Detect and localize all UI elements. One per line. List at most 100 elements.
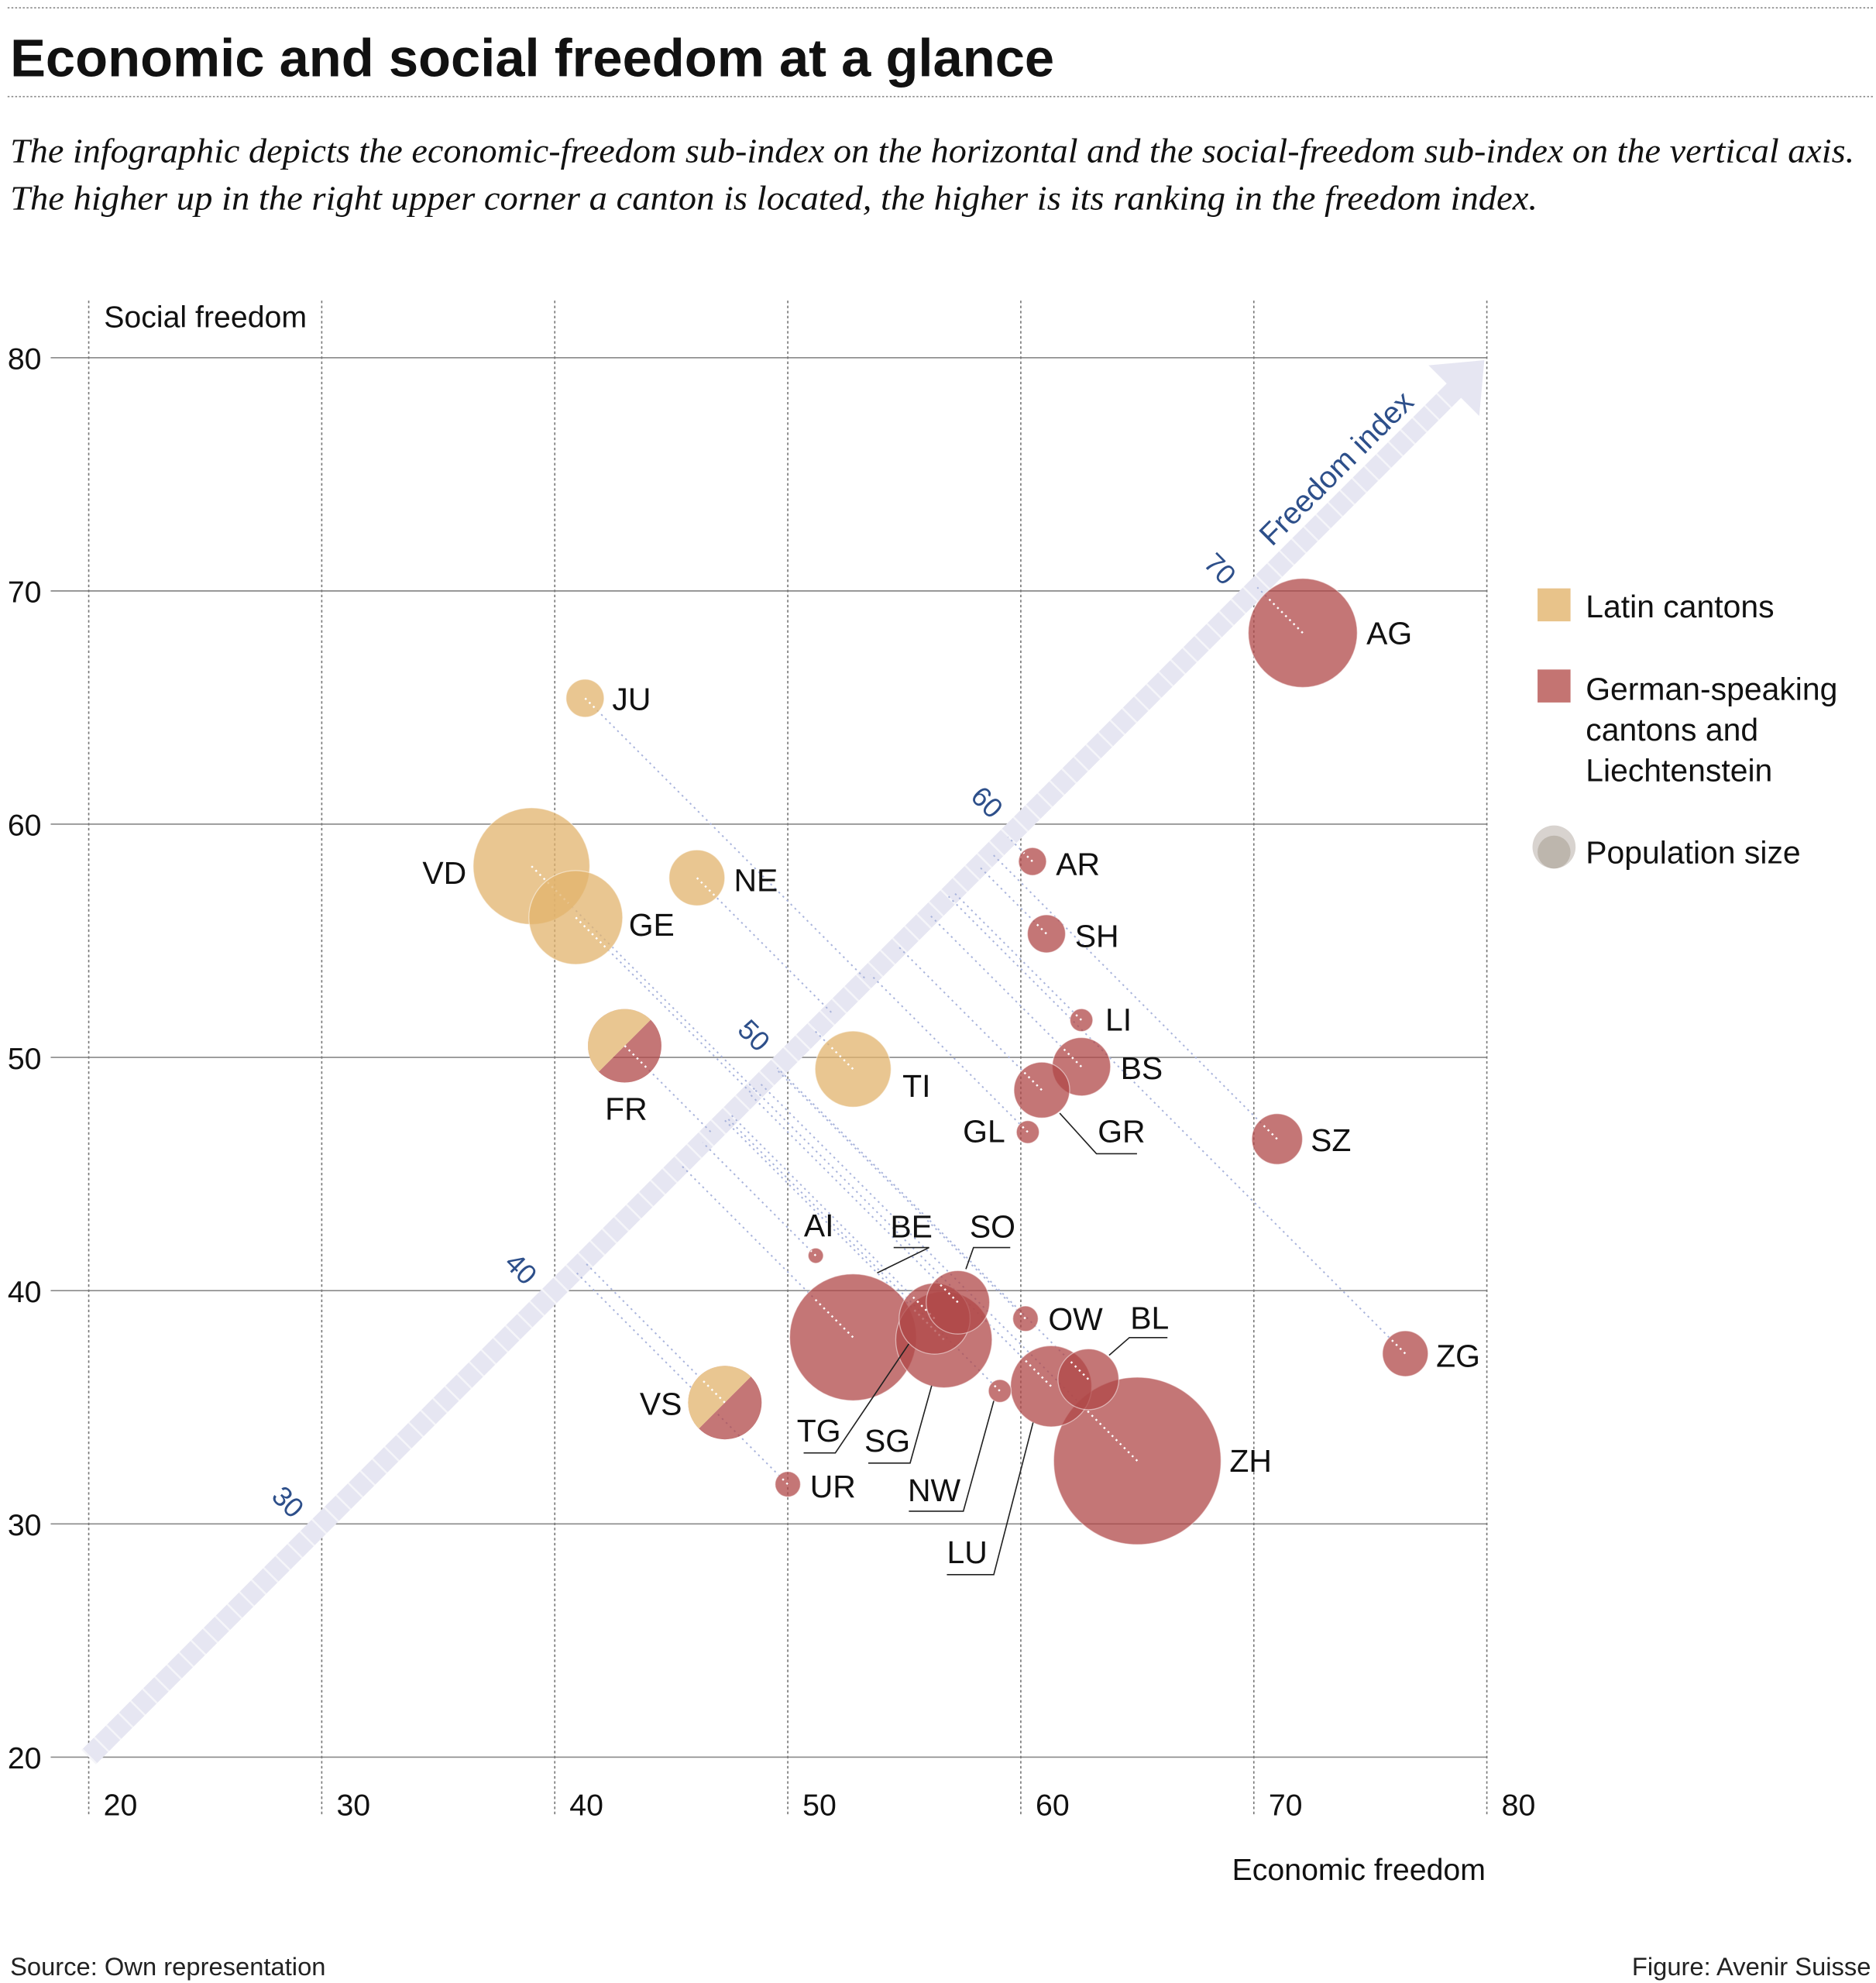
bubble-inner-projection [1260, 1122, 1278, 1140]
chart-title: Economic and social freedom at a glance [10, 28, 1054, 88]
bubble-sz [1251, 1113, 1304, 1165]
label-sz: SZ [1311, 1122, 1351, 1158]
x-tick-label: 20 [104, 1789, 138, 1823]
y-tick-label: 60 [8, 809, 42, 843]
leader-so [965, 1246, 1011, 1270]
arrow-head-icon [1428, 360, 1485, 417]
y-tick-label: 70 [8, 576, 42, 610]
legend-population-icon-inner [1538, 835, 1571, 869]
x-tick-label: 40 [569, 1789, 603, 1823]
legend-label: Population size [1586, 835, 1800, 871]
bubble-latin-half [588, 1009, 651, 1072]
x-tick-label: 30 [336, 1789, 370, 1823]
label-li: LI [1105, 1002, 1132, 1038]
bubble-inner-projection [1073, 1012, 1083, 1021]
label-bl: BL [1130, 1300, 1169, 1335]
legend-swatch-german [1538, 669, 1571, 703]
bubble-inner-projection [1267, 597, 1304, 634]
projection-li [952, 891, 1082, 1021]
projection-ow [775, 1068, 1026, 1320]
label-lu: LU [947, 1535, 987, 1570]
projection-vs [583, 1260, 726, 1404]
bubble-inner-projection [1023, 1071, 1043, 1091]
label-ge: GE [629, 907, 675, 943]
y-axis-label: Social freedom [104, 300, 307, 334]
y-tick-label: 30 [8, 1508, 42, 1542]
projection-ai [702, 1142, 816, 1256]
legend-swatch-latin [1538, 588, 1571, 622]
label-zh: ZH [1229, 1443, 1272, 1479]
label-ag: AG [1366, 616, 1412, 651]
bubble-inner-projection [828, 1044, 854, 1071]
subtitle-line-1: The infographic depicts the economic-fre… [10, 132, 1854, 170]
bubble-inner-projection [1019, 1124, 1029, 1133]
source-note: Source: Own representation [10, 1952, 325, 1981]
freedom-index-tick: 60 [965, 780, 1009, 824]
leader-sg [868, 1385, 933, 1464]
label-sg: SG [864, 1423, 910, 1459]
label-so: SO [970, 1208, 1015, 1244]
legend: Latin cantons German-speaking cantons and L… [1532, 588, 1837, 871]
freedom-index-tick: 50 [732, 1013, 776, 1057]
label-be: BE [890, 1208, 933, 1244]
projection-sz [991, 852, 1278, 1140]
bubble-fr [588, 1009, 661, 1083]
x-tick-label: 50 [802, 1789, 837, 1823]
label-gr: GR [1098, 1114, 1145, 1150]
bubble-inner-projection [1083, 1407, 1139, 1462]
freedom-index-tick: 70 [1198, 547, 1242, 591]
label-fr: FR [605, 1091, 648, 1126]
x-tick-label: 80 [1502, 1789, 1536, 1823]
y-tick-label: 80 [8, 342, 42, 376]
bubble-inner-projection [575, 916, 606, 948]
label-nw: NW [908, 1473, 961, 1508]
projection-ju [584, 697, 867, 980]
label-tg: TG [797, 1413, 841, 1449]
freedom-index-tick: 40 [499, 1246, 543, 1290]
legend-label: cantons and [1586, 712, 1758, 747]
label-zg: ZG [1436, 1338, 1480, 1373]
leader-lu [947, 1422, 1034, 1576]
leader-bl [1108, 1336, 1168, 1356]
projection-bl [776, 1067, 1089, 1380]
projection-ur [574, 1270, 789, 1485]
bubble-inner-projection [1022, 851, 1033, 863]
legend-label: Liechtenstein [1586, 752, 1772, 788]
legend-label: Latin cantons [1586, 589, 1774, 624]
projection-tg [730, 1114, 936, 1320]
x-tick-label: 70 [1269, 1789, 1303, 1823]
legend-label: German-speaking [1586, 672, 1837, 707]
label-ow: OW [1048, 1301, 1103, 1337]
label-sh: SH [1075, 919, 1119, 954]
freedom-index-label: Freedom index [1252, 384, 1421, 552]
freedom-index-tick: 30 [266, 1480, 310, 1524]
projection-fr [624, 1045, 713, 1134]
subtitle-line-2: The higher up in the right upper corner … [10, 179, 1538, 217]
label-ne: NE [734, 863, 778, 899]
bubble-inner-projection [696, 877, 716, 897]
label-ai: AI [804, 1208, 834, 1243]
label-ar: AR [1056, 846, 1100, 882]
bubble-inner-projection [936, 1281, 959, 1304]
projection-lu [754, 1089, 1052, 1387]
projection-so [750, 1094, 959, 1303]
leader-nw [909, 1400, 995, 1512]
bubble-li [1069, 1008, 1094, 1033]
leader-be [877, 1246, 929, 1274]
y-tick-label: 50 [8, 1042, 42, 1076]
y-tick-label: 20 [8, 1741, 42, 1775]
x-axis-label: Economic freedom [1232, 1853, 1486, 1887]
label-ju: JU [612, 682, 651, 717]
label-ti: TI [902, 1068, 930, 1104]
leader-gr [1059, 1112, 1137, 1155]
label-leader-lines [803, 1112, 1168, 1576]
bubble-sh [1026, 914, 1067, 954]
label-vd: VD [422, 855, 466, 891]
label-bs: BS [1121, 1050, 1163, 1086]
bubble-inner-projection [810, 1249, 817, 1256]
bubble-labels: AG JU VD GE NE FR TI AR SH LI BS GR GL SZ AI BE SO SG TG OW… [422, 616, 1480, 1570]
bubbles [472, 578, 1429, 1545]
bubble-gl [1015, 1120, 1040, 1144]
